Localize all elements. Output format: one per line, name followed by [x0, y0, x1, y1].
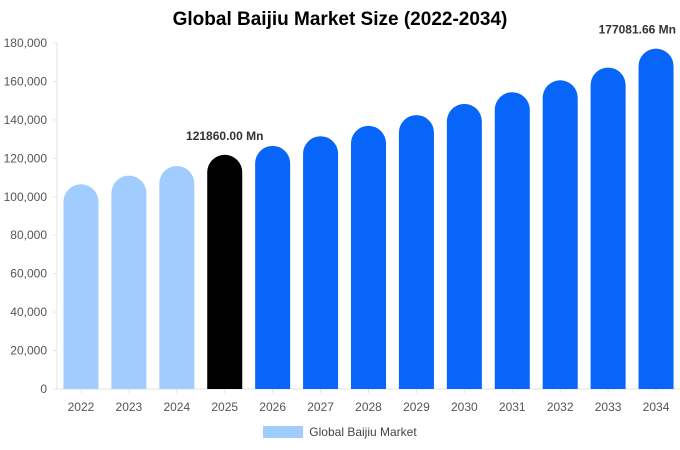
bar-2031[interactable]	[494, 92, 530, 389]
legend[interactable]: Global Baijiu Market	[0, 425, 680, 439]
bar-2023[interactable]	[111, 175, 147, 389]
bar-2029[interactable]	[398, 115, 434, 390]
y-tick-label: 180,000	[4, 36, 48, 50]
x-tick-label: 2028	[355, 400, 382, 414]
x-tick-label: 2033	[595, 400, 622, 414]
y-tick-label: 0	[40, 382, 47, 396]
bar-2032[interactable]	[542, 80, 578, 390]
bar-2022[interactable]	[63, 184, 99, 389]
x-tick-label: 2030	[451, 400, 478, 414]
x-tick-label: 2023	[116, 400, 143, 414]
bar-2026[interactable]	[255, 145, 291, 389]
y-tick-label: 80,000	[10, 228, 47, 242]
y-tick-label: 100,000	[4, 190, 48, 204]
x-tick-label: 2032	[547, 400, 574, 414]
legend-swatch	[263, 426, 304, 438]
legend-label: Global Baijiu Market	[309, 425, 417, 439]
bar-2025[interactable]	[207, 154, 243, 389]
bar-2034[interactable]	[638, 48, 674, 390]
y-tick-label: 20,000	[10, 344, 47, 358]
data-label-2025: 121860.00 Mn	[186, 129, 263, 143]
y-tick-label: 60,000	[10, 267, 47, 281]
bar-2024[interactable]	[159, 166, 195, 389]
x-tick-label: 2022	[68, 400, 95, 414]
bar-2033[interactable]	[590, 67, 626, 390]
chart-title: Global Baijiu Market Size (2022-2034)	[172, 9, 508, 30]
x-tick-label: 2024	[163, 400, 190, 414]
data-label-2034: 177081.66 Mn	[599, 23, 676, 37]
bar-2027[interactable]	[303, 136, 339, 389]
y-tick-label: 140,000	[4, 113, 48, 127]
x-tick-label: 2029	[403, 400, 430, 414]
y-tick-label: 120,000	[4, 151, 48, 165]
bar-2028[interactable]	[351, 125, 386, 389]
x-tick-label: 2034	[643, 400, 670, 414]
bar-2030[interactable]	[446, 103, 482, 389]
y-tick-label: 40,000	[10, 305, 47, 319]
x-tick-label: 2031	[499, 400, 526, 414]
x-tick-label: 2026	[259, 400, 286, 414]
x-tick-label: 2027	[307, 400, 334, 414]
x-tick-label: 2025	[211, 400, 238, 414]
y-tick-label: 160,000	[4, 74, 48, 88]
